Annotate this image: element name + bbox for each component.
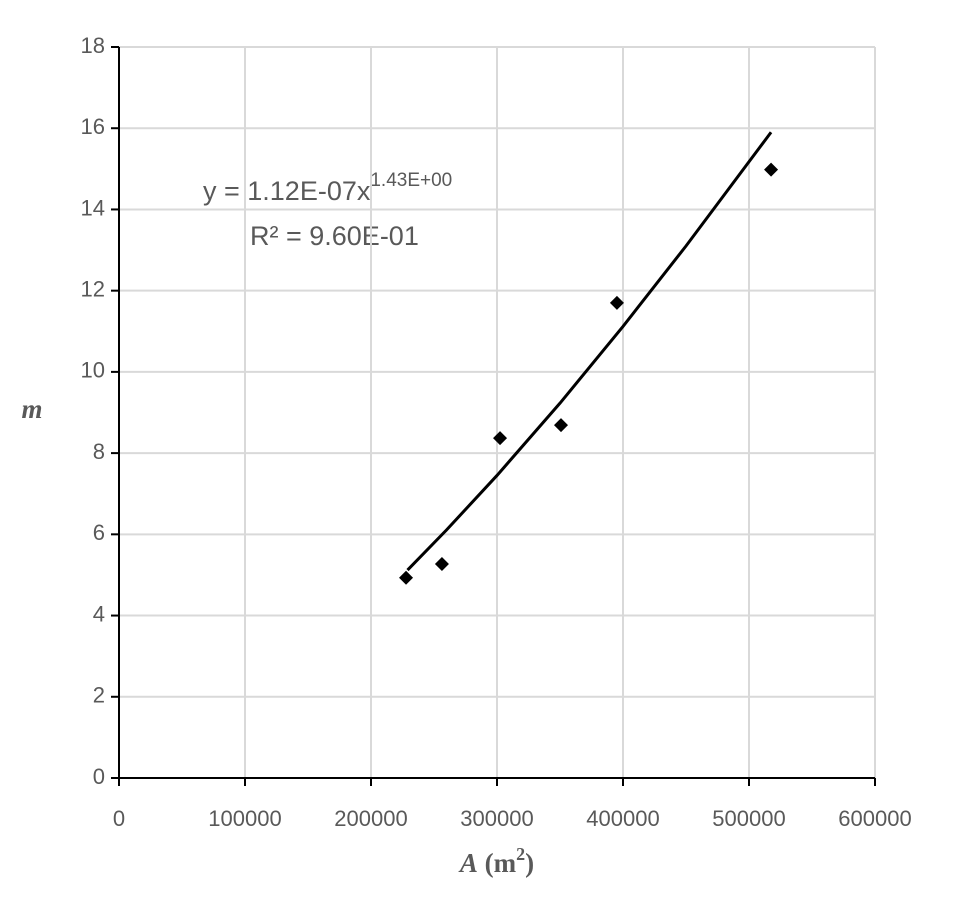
y-axis-label: m [21, 394, 42, 424]
x-axis-unit-power: 2 [516, 844, 525, 864]
y-tick-label: 0 [93, 764, 105, 789]
y-tick-label: 6 [93, 520, 105, 545]
r-squared: R² = 9.60E-01 [250, 221, 419, 251]
x-axis-label: A (m2) [458, 844, 534, 878]
point [493, 431, 508, 446]
x-tick-label: 300000 [460, 806, 533, 831]
y-tick-label: 14 [81, 195, 105, 220]
y-tick-label: 4 [93, 601, 105, 626]
y-tick-label: 10 [81, 358, 105, 383]
x-tick-label: 500000 [712, 806, 785, 831]
point [554, 418, 569, 433]
y-tick-label: 2 [93, 683, 105, 708]
point [609, 295, 624, 310]
equation: y = 1.12E-07x1.43E+00 [203, 170, 452, 206]
point [399, 570, 414, 585]
equation-text: y = 1.12E-07x [203, 176, 371, 206]
point [764, 162, 779, 177]
equation-exponent: 1.43E+00 [370, 170, 452, 191]
trendline [406, 131, 773, 572]
y-tick-label: 12 [81, 276, 105, 301]
x-tick-label: 400000 [586, 806, 659, 831]
x-axis-unit: (m [485, 848, 517, 878]
y-tick-label: 8 [93, 439, 105, 464]
y-tick-label: 16 [81, 114, 105, 139]
y-tick-label: 18 [81, 33, 105, 58]
x-tick-label: 100000 [208, 806, 281, 831]
point [434, 556, 449, 571]
x-axis-unit-close: ) [525, 848, 534, 878]
x-tick-label: 200000 [334, 806, 407, 831]
x-tick-label: 0 [113, 806, 125, 831]
x-tick-label: 600000 [838, 806, 911, 831]
x-axis-symbol: A [458, 848, 478, 878]
